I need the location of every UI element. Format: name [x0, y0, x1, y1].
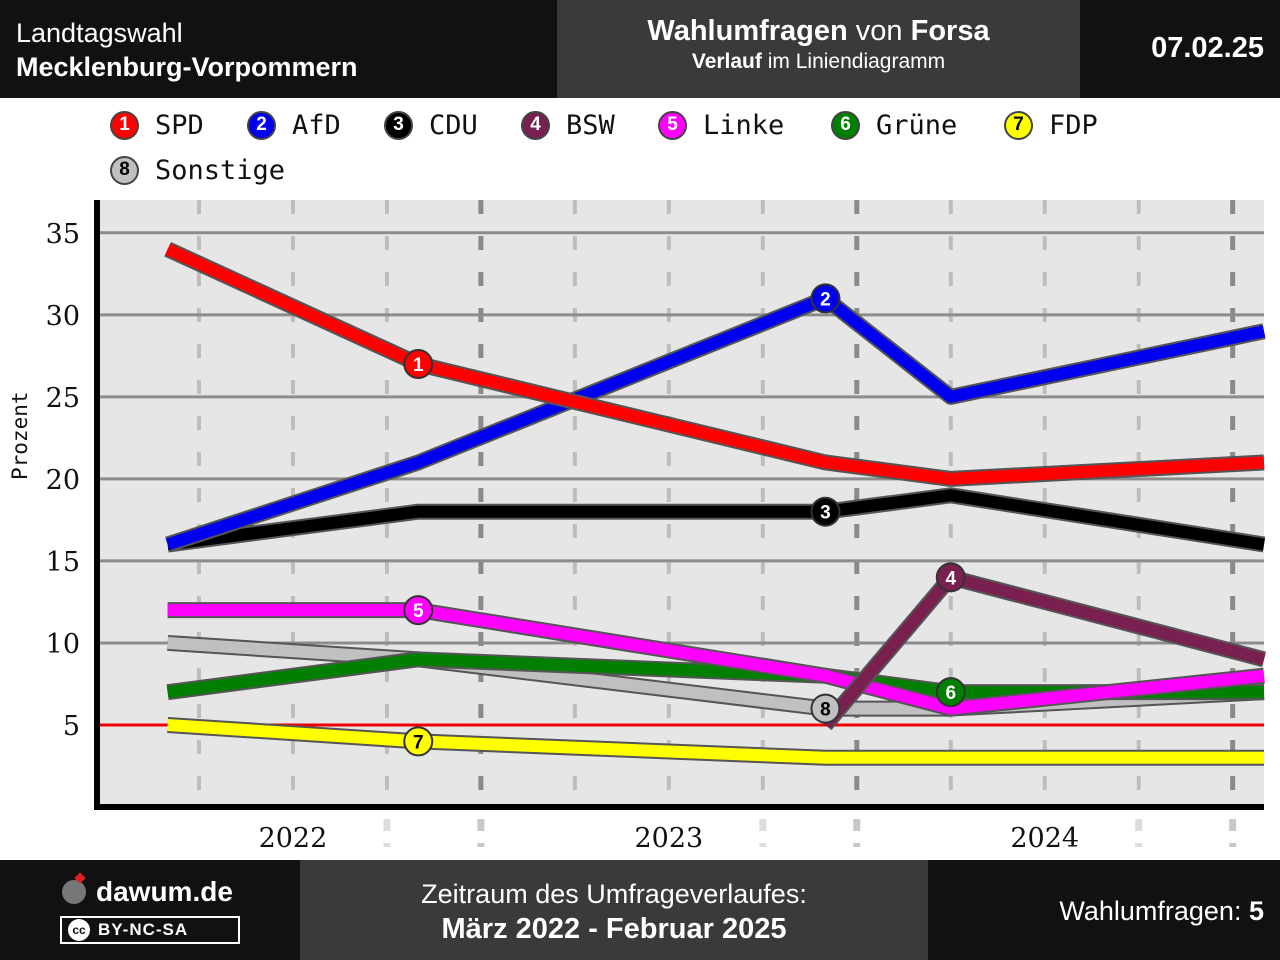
series-marker-bsw [935, 562, 966, 593]
chart-heading: Wahlumfragen von Forsa Verlauf im Linien… [557, 0, 1080, 98]
series-line-linke [167, 604, 1265, 715]
period-info: Zeitraum des Umfrageverlaufes: März 2022… [300, 860, 928, 960]
header-bar: Landtagswahl Mecklenburg-Vorpommern Wahl… [0, 0, 1280, 98]
legend-badge: 4 [521, 110, 550, 140]
series-marker-number: 7 [413, 732, 424, 753]
series-marker-afd [810, 283, 841, 314]
institute-name: Forsa [910, 15, 990, 47]
y-tick-label: 30 [46, 301, 80, 332]
legend-item-spd: 1 SPD [110, 108, 204, 142]
x-tick-label: 2023 [634, 823, 703, 854]
series-marker-number: 6 [945, 683, 956, 704]
y-tick-label: 5 [63, 711, 80, 742]
legend-label: CDU [429, 109, 478, 141]
legend-item-linke: 5 Linke [658, 108, 784, 142]
y-tick-label: 25 [46, 383, 80, 414]
footer-bar: dawum.de cc BY-NC-SA Zeitraum des Umfrag… [0, 860, 1280, 960]
series-marker-fdp [403, 726, 434, 757]
legend-label: SPD [155, 109, 204, 141]
license-badge[interactable]: cc BY-NC-SA [60, 916, 240, 944]
publish-date: 07.02.25 [1151, 32, 1264, 64]
y-tick-label: 10 [46, 629, 80, 660]
election-type: Landtagswahl [16, 18, 183, 48]
series-marker-sonstige [810, 693, 841, 724]
series-marker-linke [403, 595, 434, 626]
x-tick-label: 2022 [259, 823, 328, 854]
series-line-fdp [167, 718, 1264, 764]
legend-label: AfD [292, 109, 341, 141]
series-marker-number: 4 [945, 568, 956, 589]
legend-label: Linke [703, 109, 785, 141]
brand[interactable]: dawum.de [62, 876, 233, 908]
legend-label: Sonstige [155, 154, 286, 186]
series-marker-cdu [810, 496, 841, 527]
series-marker-grüne [935, 677, 966, 708]
series-marker-number: 5 [413, 601, 424, 622]
heading-von: von [847, 15, 911, 47]
series-marker-spd [403, 349, 434, 380]
y-tick-label: 15 [46, 547, 80, 578]
legend-badge: 3 [384, 110, 413, 140]
subheading-rest: im Liniendiagramm [761, 50, 946, 73]
period-label: Zeitraum des Umfrageverlaufes: [421, 879, 807, 909]
legend-badge: 7 [1004, 110, 1033, 140]
legend-item-grüne: 6 Grüne [831, 108, 957, 142]
election-title: Landtagswahl Mecklenburg-Vorpommern [16, 16, 358, 84]
y-tick-label: 35 [46, 219, 80, 250]
legend-item-afd: 2 AfD [247, 108, 341, 142]
dawum-logo-icon [62, 880, 86, 904]
legend-badge: 8 [110, 155, 139, 185]
series-marker-number: 3 [820, 503, 831, 524]
poll-count: Wahlumfragen: 5 [1059, 896, 1264, 927]
legend-badge: 5 [658, 110, 687, 140]
poll-count-label: Wahlumfragen: [1059, 896, 1249, 926]
license-text: BY-NC-SA [98, 920, 189, 939]
legend-label: BSW [566, 109, 615, 141]
creative-commons-icon: cc [68, 919, 90, 941]
period-range: März 2022 - Februar 2025 [441, 913, 787, 945]
poll-count-value: 5 [1248, 896, 1264, 926]
legend-item-cdu: 3 CDU [384, 108, 478, 142]
legend-badge: 2 [247, 110, 276, 140]
legend-label: FDP [1049, 109, 1098, 141]
subheading-bold: Verlauf [691, 50, 762, 73]
election-region: Mecklenburg-Vorpommern [16, 52, 358, 82]
series-marker-number: 2 [820, 289, 831, 310]
series-marker-number: 8 [820, 700, 831, 721]
legend-item-fdp: 7 FDP [1004, 108, 1098, 142]
line-chart: 5 10 15 20 25 30 35 2022 2023 2024 1 2 3 4 5 6 7 8 [46, 200, 1267, 854]
series-line-spd [165, 243, 1265, 485]
heading-bold: Wahlumfragen [647, 15, 848, 47]
legend-item-sonstige: 8 Sonstige [110, 153, 285, 187]
legend-label: Grüne [876, 109, 958, 141]
brand-name: dawum.de [96, 876, 233, 907]
footer-brand-area: dawum.de cc BY-NC-SA [0, 860, 300, 960]
legend-badge: 6 [831, 110, 860, 140]
x-tick-label: 2024 [1010, 823, 1079, 854]
series-marker-number: 1 [413, 355, 424, 376]
y-tick-label: 20 [46, 465, 80, 496]
legend-item-bsw: 4 BSW [521, 108, 615, 142]
legend-badge: 1 [110, 110, 139, 140]
